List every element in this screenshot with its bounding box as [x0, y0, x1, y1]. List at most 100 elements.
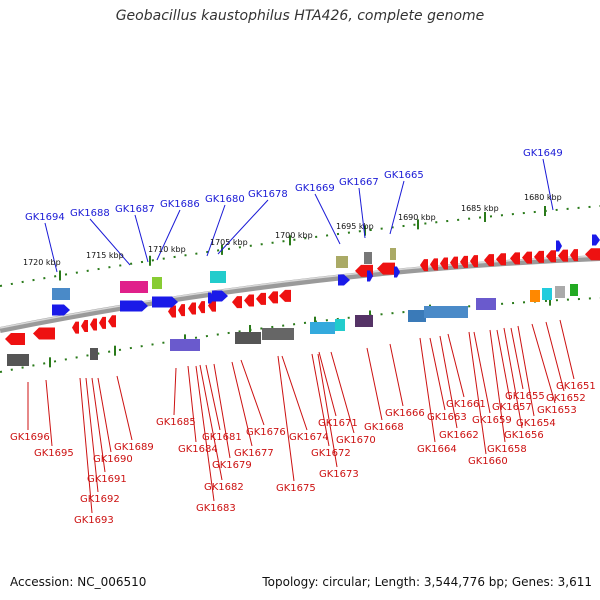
gene-label-reverse: GK1690: [93, 454, 133, 465]
scale-tick: [59, 270, 61, 281]
kbp-label: 1710 kbp: [148, 245, 186, 254]
kbp-label: 1700 kbp: [275, 231, 313, 240]
gene-arrow: [120, 300, 148, 312]
gene-arrow: [268, 291, 278, 304]
gene-label-reverse: GK1668: [364, 422, 404, 433]
gene-box: [152, 277, 162, 289]
label-line: [44, 222, 58, 273]
label-line: [231, 361, 253, 447]
gene-label-reverse: GK1695: [34, 448, 74, 459]
gene-arrow: [420, 259, 428, 272]
gene-box: [170, 339, 200, 351]
gene-label-reverse: GK1662: [439, 430, 479, 441]
gene-arrow: [534, 250, 544, 263]
kbp-label: 1695 kbp: [336, 222, 374, 231]
gene-label-forward: GK1667: [339, 177, 379, 188]
label-line: [205, 364, 221, 431]
gene-arrow: [212, 290, 228, 302]
label-line: [358, 187, 366, 239]
label-line: [116, 375, 133, 441]
kbp-label: 1680 kbp: [524, 193, 562, 202]
gene-box: [355, 315, 373, 327]
scale-tick: [417, 219, 419, 230]
gene-arrow: [484, 254, 494, 267]
accession-text: Accession: NC_006510: [10, 575, 147, 589]
gene-label-reverse: GK1655: [505, 391, 545, 402]
gene-label-reverse: GK1654: [516, 418, 556, 429]
gene-label-forward: GK1686: [160, 199, 200, 210]
gene-box: [390, 248, 396, 260]
label-line: [199, 364, 223, 481]
gene-label-forward: GK1665: [384, 170, 424, 181]
label-line: [330, 351, 355, 434]
gene-box: [408, 310, 426, 322]
kbp-label: 1715 kbp: [86, 251, 124, 260]
label-line: [314, 193, 341, 245]
gene-box: [120, 281, 148, 293]
gene-arrow: [152, 296, 178, 308]
gene-label-reverse: GK1670: [336, 435, 376, 446]
gene-box: [262, 328, 294, 340]
label-line: [542, 158, 554, 211]
gene-label-reverse: GK1660: [468, 456, 508, 467]
label-line: [503, 327, 523, 429]
gene-label-reverse: GK1693: [74, 515, 114, 526]
gene-arrow: [510, 252, 520, 265]
gene-box: [310, 322, 335, 334]
label-line: [281, 355, 308, 431]
label-line: [419, 337, 436, 443]
genome-backbone-highlight: [0, 255, 600, 329]
scale-tick: [249, 324, 251, 335]
gene-arrow: [338, 274, 350, 286]
gene-label-reverse: GK1671: [318, 418, 358, 429]
label-line: [91, 377, 106, 473]
kbp-label: 1720 kbp: [23, 258, 61, 267]
gene-label-reverse: GK1677: [234, 448, 274, 459]
gene-arrow: [460, 255, 468, 268]
scale-tick: [544, 206, 546, 217]
gene-label-reverse: GK1656: [504, 430, 544, 441]
gene-arrow: [232, 296, 242, 309]
gene-label-reverse: GK1663: [427, 412, 467, 423]
gene-label-forward: GK1694: [25, 212, 65, 223]
gene-label-forward: GK1669: [295, 183, 335, 194]
gene-arrow: [546, 250, 556, 263]
gene-label-reverse: GK1696: [10, 432, 50, 443]
gene-label-reverse: GK1661: [446, 399, 486, 410]
gene-arrow: [244, 294, 254, 307]
label-line: [473, 331, 491, 414]
scale-tick: [484, 211, 486, 222]
labels: 1720 kbp 1715 kbp 1710 kbp 1705 kbp 1700 kbp…: [10, 148, 596, 526]
label-line: [134, 214, 149, 263]
gene-arrow: [558, 249, 568, 262]
gene-label-forward: GK1687: [115, 204, 155, 215]
gene-arrow: [522, 251, 532, 264]
gene-box: [90, 348, 98, 360]
gene-arrow: [33, 327, 55, 340]
label-line: [173, 367, 177, 416]
gene-arrow: [90, 318, 97, 331]
label-line: [206, 204, 226, 257]
gene-label-reverse: GK1681: [202, 432, 242, 443]
label-lines: [27, 158, 575, 514]
gene-label-reverse: GK1674: [289, 432, 329, 443]
label-line: [531, 323, 556, 404]
gene-label-reverse: GK1691: [87, 474, 127, 485]
label-line: [439, 335, 458, 429]
gene-arrow: [108, 315, 116, 328]
label-line: [366, 347, 383, 421]
gene-box: [555, 286, 565, 298]
gene-label-reverse: GK1673: [319, 469, 359, 480]
label-line: [545, 321, 565, 392]
gene-arrow: [81, 320, 88, 333]
gene-label-reverse: GK1689: [114, 442, 154, 453]
gene-label-reverse: GK1652: [546, 393, 586, 404]
label-line: [389, 180, 405, 235]
scale-tick: [114, 345, 116, 356]
label-line: [510, 327, 524, 390]
gene-arrow: [377, 262, 395, 275]
label-line: [217, 199, 269, 255]
kbp-label: 1685 kbp: [461, 204, 499, 213]
gene-label-forward: GK1678: [248, 189, 288, 200]
